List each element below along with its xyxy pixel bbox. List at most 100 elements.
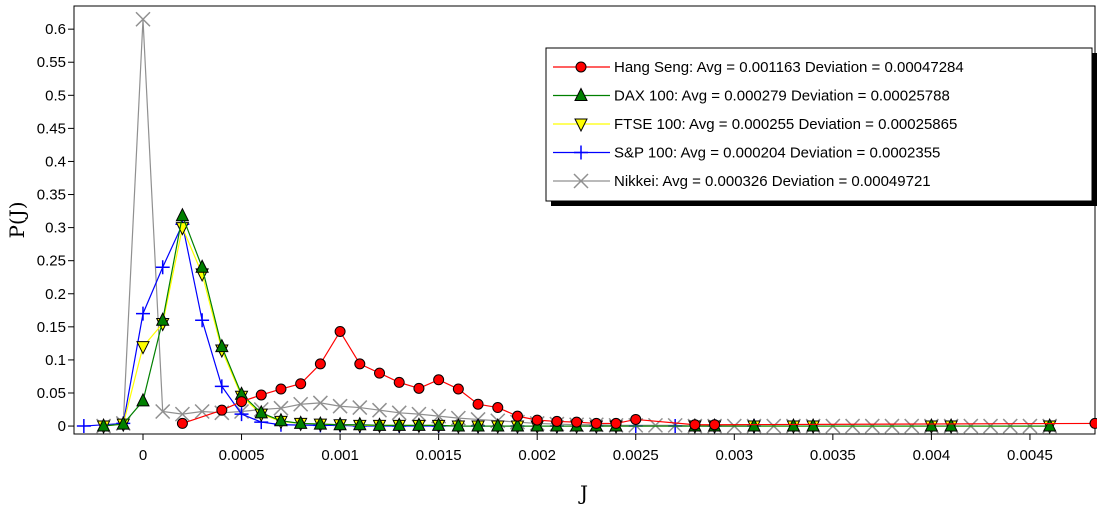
data-point-triangle-up — [1042, 417, 1057, 432]
x-tick-label: 0.002 — [518, 447, 556, 464]
legend-entry: Hang Seng: Avg = 0.001163 Deviation = 0.… — [553, 59, 964, 76]
data-point-circle — [709, 419, 721, 431]
data-point-x — [174, 406, 190, 422]
data-point-circle — [275, 383, 287, 395]
data-point-triangle-up — [215, 338, 229, 353]
data-point-triangle-up — [136, 392, 150, 407]
y-tick-label: 0.5 — [45, 87, 66, 104]
data-point-x — [352, 400, 368, 416]
y-tick-label: 0.25 — [37, 253, 66, 270]
data-point-triangle-up — [471, 417, 485, 432]
data-point-circle — [551, 415, 563, 427]
legend-entry: S&P 100: Avg = 0.000204 Deviation = 0.00… — [553, 145, 940, 162]
data-point-x — [194, 403, 210, 420]
data-point-triangle-up — [313, 415, 328, 430]
data-point-triangle-down — [136, 341, 150, 355]
y-tick-label: 0.45 — [37, 120, 66, 137]
y-axis: 0 0.05 0.1 0.15 0.2 0.25 0.3 0.35 0.4 0.45 0.5 0.55… — [37, 21, 74, 435]
data-point-triangle-up — [392, 417, 407, 431]
data-point-circle — [334, 325, 346, 337]
data-point-x — [135, 11, 151, 27]
data-point-triangle-up — [806, 417, 820, 432]
y-tick-label: 0.15 — [37, 319, 66, 336]
y-tick-label: 0.4 — [45, 153, 66, 170]
data-point-plus — [234, 407, 249, 422]
data-point-x — [155, 403, 171, 420]
x-tick-label: 0.0045 — [1007, 447, 1053, 464]
data-point-x — [573, 173, 589, 189]
x-tick-label: 0.003 — [716, 447, 754, 464]
data-point-x — [293, 396, 309, 412]
data-point-circle — [689, 419, 701, 431]
x-axis: 0 0.0005 0.001 0.0015 0.002 0.0025 0.003 0.0035… — [139, 434, 1053, 464]
y-tick-label: 0.2 — [45, 286, 66, 303]
y-tick-label: 0.3 — [45, 220, 66, 237]
data-point-circle — [354, 358, 366, 370]
data-point-triangle-up — [924, 417, 939, 432]
data-point-plus — [574, 145, 588, 160]
data-point-circle — [393, 376, 405, 388]
data-point-x — [273, 400, 289, 416]
data-point-triangle-up — [274, 412, 288, 427]
data-point-circle — [590, 417, 602, 429]
data-point-circle — [433, 374, 445, 386]
data-point-triangle-up — [293, 415, 308, 429]
x-tick-label: 0.004 — [913, 447, 951, 464]
data-point-circle — [531, 414, 543, 426]
data-point-triangle-up — [195, 259, 209, 273]
y-axis-title: P(J) — [5, 201, 29, 238]
data-point-plus — [155, 260, 170, 275]
data-point-plus — [135, 306, 150, 321]
data-point-triangle-up — [451, 417, 466, 432]
data-point-triangle-up — [116, 415, 131, 430]
data-point-triangle-up — [254, 404, 269, 419]
data-point-plus — [214, 379, 229, 394]
data-point-x — [371, 402, 388, 418]
legend-entry: Nikkei: Avg = 0.000326 Deviation = 0.000… — [553, 173, 931, 190]
data-point-x — [332, 398, 348, 414]
data-point-circle — [176, 417, 188, 429]
x-tick-label: 0.001 — [321, 447, 359, 464]
x-tick-label: 0.0035 — [810, 447, 856, 464]
data-point-x — [411, 406, 427, 422]
data-point-circle — [492, 402, 504, 414]
data-point-triangle-up — [372, 417, 387, 431]
y-tick-label: 0.35 — [37, 187, 66, 204]
data-point-triangle-up — [574, 87, 588, 101]
data-point-triangle-up — [510, 417, 525, 432]
data-point-triangle-up — [431, 417, 446, 431]
data-point-circle — [472, 398, 484, 410]
data-point-circle — [216, 404, 228, 416]
data-point-circle — [255, 389, 267, 401]
data-point-circle — [511, 410, 523, 422]
legend-label: DAX 100: Avg = 0.000279 Deviation = 0.00… — [614, 88, 950, 105]
series-0 — [176, 325, 1097, 431]
x-tick-label: 0.0005 — [219, 447, 265, 464]
legend: Hang Seng: Avg = 0.001163 Deviation = 0.… — [545, 47, 1097, 206]
legend-label: S&P 100: Avg = 0.000204 Deviation = 0.00… — [614, 145, 940, 162]
x-axis-title: J — [578, 481, 588, 505]
data-point-circle — [295, 378, 307, 390]
legend-label: Hang Seng: Avg = 0.001163 Deviation = 0.… — [614, 59, 964, 76]
data-point-plus — [76, 419, 91, 434]
data-point-triangle-up — [352, 416, 367, 431]
data-point-circle — [571, 416, 583, 428]
data-point-circle — [374, 367, 386, 379]
x-tick-label: 0.0015 — [416, 447, 462, 464]
legend-entry: FTSE 100: Avg = 0.000255 Deviation = 0.0… — [553, 116, 957, 133]
data-point-x — [391, 405, 407, 421]
data-point-triangle-up — [155, 312, 170, 326]
data-point-circle — [575, 61, 587, 73]
data-point-circle — [610, 417, 622, 429]
x-tick-label: 0 — [139, 447, 147, 464]
y-tick-label: 0.05 — [37, 385, 66, 402]
y-tick-label: 0.6 — [45, 21, 66, 38]
data-point-triangle-up — [175, 207, 190, 222]
series-layer — [76, 11, 1097, 435]
series-1 — [96, 207, 1057, 432]
data-point-circle — [1089, 417, 1097, 429]
y-tick-label: 0.55 — [37, 54, 66, 71]
legend-entry: DAX 100: Avg = 0.000279 Deviation = 0.00… — [553, 87, 950, 105]
